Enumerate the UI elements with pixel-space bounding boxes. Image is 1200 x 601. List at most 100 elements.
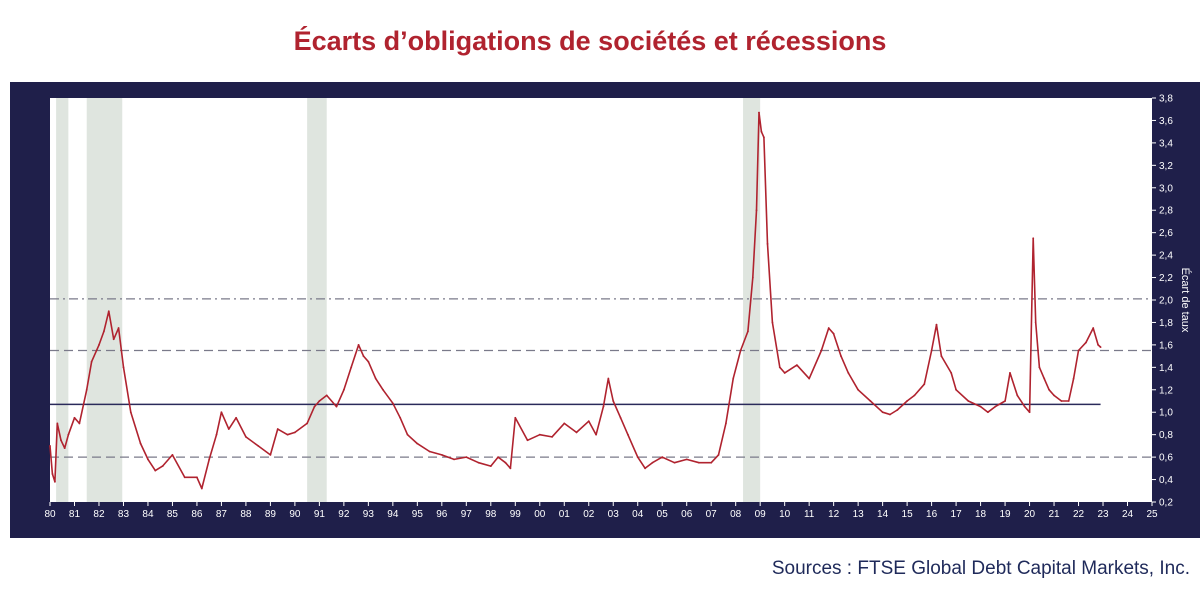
data-point [1016, 394, 1019, 397]
data-point [1097, 343, 1100, 346]
plot-area [50, 98, 1152, 502]
x-tick-label: 10 [779, 509, 791, 520]
data-point [832, 332, 835, 335]
data-point [1084, 341, 1087, 344]
data-point [1092, 327, 1095, 329]
data-point [200, 487, 203, 490]
x-tick-label: 05 [657, 509, 669, 520]
data-point [465, 456, 468, 459]
x-tick-label: 24 [1122, 509, 1134, 520]
data-point [269, 453, 272, 456]
x-tick-label: 88 [240, 509, 252, 520]
y-tick-label: 0,6 [1159, 453, 1173, 464]
x-tick-label: 23 [1097, 509, 1109, 520]
chart-title: Écarts d’obligations de sociétés et réce… [293, 26, 887, 56]
data-point [235, 416, 238, 419]
data-point [955, 388, 957, 391]
data-point [85, 388, 88, 391]
data-point [820, 349, 823, 352]
data-point [1048, 388, 1051, 391]
x-tick-label: 17 [951, 509, 963, 520]
data-point [257, 444, 260, 447]
y-tick-label: 2,2 [1159, 273, 1173, 284]
data-point [122, 366, 125, 369]
data-point [391, 402, 394, 405]
data-point [53, 480, 56, 483]
data-point [49, 444, 51, 447]
data-point [102, 330, 105, 333]
data-point [1034, 321, 1037, 324]
data-point [796, 364, 798, 366]
data-point [760, 130, 763, 133]
x-tick-label: 86 [191, 509, 203, 520]
x-tick-label: 92 [338, 509, 350, 520]
y-tick-label: 1,6 [1159, 340, 1173, 351]
data-point [587, 420, 590, 423]
data-point [758, 111, 760, 114]
recession-band-2 [307, 98, 327, 502]
data-point [406, 433, 409, 436]
data-point [477, 461, 480, 464]
data-point [374, 377, 377, 380]
data-point [318, 400, 321, 402]
data-point [342, 388, 345, 391]
x-tick-label: 09 [755, 509, 767, 520]
data-point [923, 383, 926, 386]
data-point [227, 428, 230, 430]
x-tick-label: 14 [877, 509, 889, 520]
recession-bands [56, 98, 761, 502]
y-tick-label: 0,8 [1159, 430, 1173, 441]
x-tick-label: 21 [1048, 509, 1060, 520]
data-point [717, 453, 720, 456]
data-point [350, 366, 353, 369]
data-point [840, 355, 842, 358]
data-point [1043, 377, 1046, 380]
data-point [112, 338, 115, 341]
y-tick-label: 3,8 [1159, 94, 1173, 105]
data-point [399, 416, 402, 419]
data-point [208, 458, 211, 461]
data-point [940, 355, 943, 358]
chart-svg: 80 81 82 83 84 85 86 87 88 89 90 91 92 93 94 95 96 97 98 99… [44, 94, 1192, 521]
data-point [453, 458, 455, 461]
y-tick-label: 3,4 [1159, 138, 1173, 149]
data-point [357, 343, 360, 346]
data-point [183, 476, 186, 479]
data-point [154, 469, 157, 472]
data-point [762, 136, 765, 139]
data-point [732, 377, 735, 380]
data-point [538, 433, 541, 436]
x-tick-label: 89 [265, 509, 277, 520]
recession-band-1 [86, 98, 123, 502]
data-point [950, 372, 953, 374]
data-point [440, 453, 443, 456]
chart-frame: 80 81 82 83 84 85 86 87 88 89 90 91 92 93 94 95 96 97 98 99… [10, 82, 1200, 538]
data-point [889, 413, 891, 416]
data-point [724, 422, 727, 425]
x-tick-label: 96 [436, 509, 448, 520]
data-point [994, 405, 997, 408]
x-tick-label: 04 [632, 509, 644, 520]
data-point [514, 416, 517, 419]
data-point [293, 431, 296, 434]
data-point [979, 405, 982, 408]
data-point [698, 461, 700, 464]
data-point [504, 461, 507, 464]
x-tick-label: 85 [167, 509, 179, 520]
data-point [147, 458, 149, 461]
data-point [215, 433, 218, 436]
data-point [416, 442, 419, 445]
series-line-0 [49, 111, 1102, 490]
data-point [1028, 411, 1031, 414]
y-tick-label: 3,2 [1159, 161, 1173, 172]
y-tick-label: 2,4 [1159, 251, 1173, 262]
data-point [1004, 400, 1006, 402]
data-point [1099, 346, 1102, 349]
data-point [367, 360, 370, 363]
data-point [930, 349, 933, 352]
y-tick-label: 0,2 [1159, 498, 1173, 509]
data-point [1077, 349, 1080, 352]
data-point [67, 433, 70, 436]
data-point [313, 405, 316, 408]
data-point [1053, 394, 1055, 397]
